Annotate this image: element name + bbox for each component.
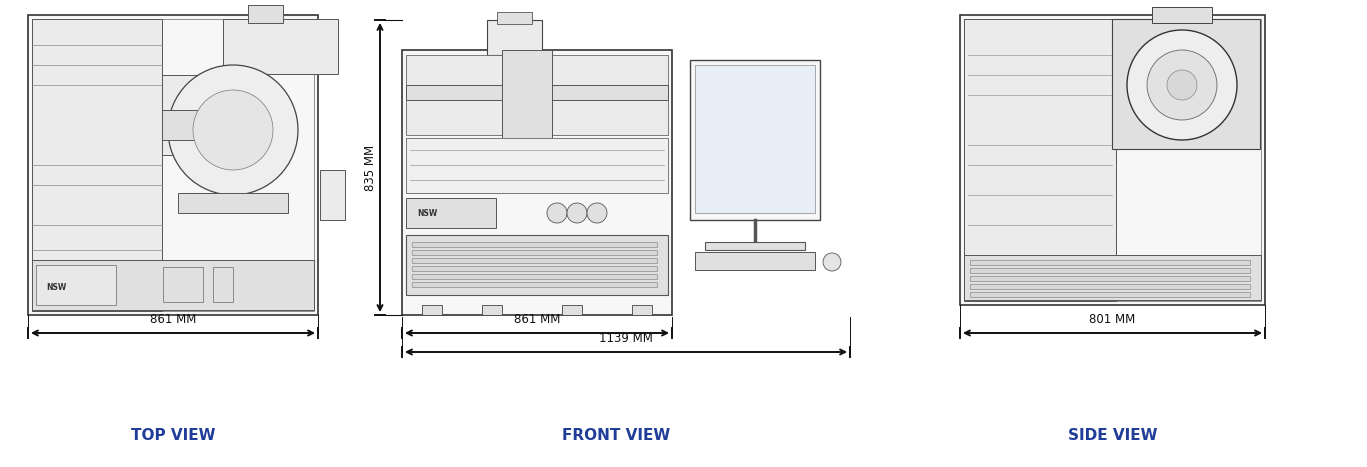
Bar — [705, 242, 805, 250]
Bar — [163, 75, 242, 155]
Bar — [411, 282, 658, 287]
Circle shape — [1147, 50, 1217, 120]
Bar — [31, 19, 314, 311]
Bar — [27, 15, 319, 315]
Bar — [406, 138, 668, 193]
Circle shape — [1167, 70, 1197, 100]
Text: 801 MM: 801 MM — [1089, 313, 1136, 326]
Bar — [213, 267, 232, 302]
Bar — [1111, 19, 1260, 149]
Bar — [971, 292, 1249, 297]
Bar — [483, 305, 502, 315]
Text: 861 MM: 861 MM — [514, 313, 560, 326]
Circle shape — [193, 90, 273, 170]
Bar — [964, 255, 1260, 300]
Bar — [492, 140, 562, 190]
Text: NSW: NSW — [417, 208, 437, 218]
Bar — [320, 170, 344, 220]
Bar — [964, 19, 1260, 301]
Circle shape — [168, 65, 298, 195]
Bar — [422, 305, 442, 315]
Bar — [971, 268, 1249, 273]
Bar — [411, 242, 658, 247]
Bar — [31, 19, 163, 311]
Bar — [163, 110, 236, 140]
Bar — [1152, 7, 1213, 23]
Circle shape — [567, 203, 586, 223]
Bar — [690, 60, 820, 220]
Bar — [971, 276, 1249, 281]
Text: NSW: NSW — [46, 283, 66, 291]
Bar — [411, 258, 658, 263]
Bar — [971, 260, 1249, 265]
Bar — [178, 193, 288, 213]
Text: SIDE VIEW: SIDE VIEW — [1068, 427, 1158, 443]
Bar — [36, 265, 116, 305]
Bar — [31, 260, 314, 310]
Bar — [498, 12, 532, 24]
Bar — [411, 274, 658, 279]
Bar — [406, 55, 668, 135]
Circle shape — [586, 203, 607, 223]
Bar — [406, 198, 496, 228]
Bar — [562, 305, 582, 315]
Bar — [502, 50, 552, 170]
Bar — [406, 235, 668, 295]
Bar — [694, 252, 815, 270]
Text: 1139 MM: 1139 MM — [599, 332, 653, 345]
Bar — [487, 20, 541, 55]
Bar — [960, 15, 1264, 305]
Text: 861 MM: 861 MM — [150, 313, 197, 326]
Bar — [694, 65, 815, 213]
Bar — [223, 19, 338, 74]
Bar — [406, 85, 668, 100]
Text: FRONT VIEW: FRONT VIEW — [562, 427, 670, 443]
Bar — [964, 19, 1115, 301]
Bar — [163, 267, 204, 302]
Circle shape — [823, 253, 841, 271]
Bar — [411, 266, 658, 271]
Bar — [632, 305, 652, 315]
Bar — [971, 284, 1249, 289]
Bar — [402, 50, 673, 315]
Circle shape — [547, 203, 567, 223]
Circle shape — [1126, 30, 1237, 140]
Text: 835 MM: 835 MM — [365, 144, 377, 191]
Bar — [411, 250, 658, 255]
Text: TOP VIEW: TOP VIEW — [131, 427, 215, 443]
Bar — [247, 5, 283, 23]
